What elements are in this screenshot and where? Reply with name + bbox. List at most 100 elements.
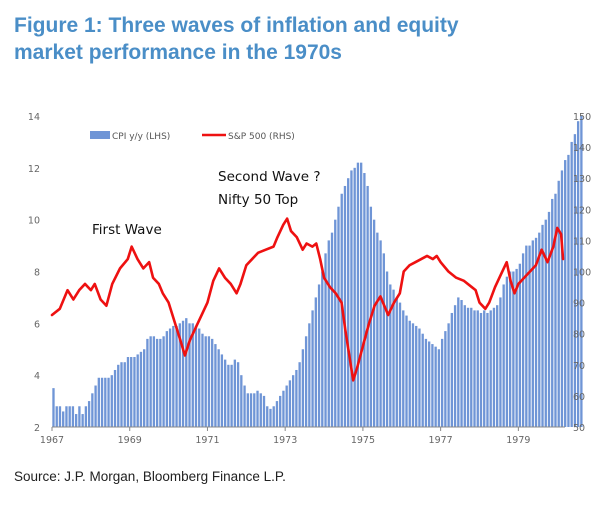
cpi-bar: [330, 232, 334, 428]
cpi-bar: [359, 162, 363, 427]
cpi-bar: [466, 307, 470, 427]
y-right-tick-label: 80: [573, 330, 585, 341]
cpi-bar: [356, 162, 360, 427]
y-right-tick-label: 90: [573, 299, 585, 310]
cpi-bar: [486, 312, 489, 427]
cpi-bar: [139, 351, 143, 427]
cpi-bar: [188, 323, 191, 427]
cpi-bar: [87, 401, 91, 427]
cpi-bar: [214, 344, 217, 427]
cpi-bar: [279, 395, 282, 427]
cpi-bar: [198, 328, 201, 427]
y-right-tick-label: 130: [573, 174, 591, 185]
cpi-bar: [551, 198, 554, 427]
cpi-bar: [327, 240, 330, 427]
cpi-bar: [437, 349, 441, 427]
cpi-bar: [253, 393, 256, 427]
cpi-bar: [528, 245, 531, 427]
cpi-bar: [155, 338, 159, 427]
cpi-bar: [353, 167, 356, 427]
cpi-bar: [117, 364, 120, 427]
cpi-bar: [201, 333, 204, 427]
cpi-bar: [295, 369, 298, 427]
cpi-bar: [496, 305, 499, 427]
cpi-bar: [168, 328, 172, 427]
cpi-bar: [285, 385, 288, 427]
cpi-bar: [444, 331, 447, 427]
cpi-bar: [159, 338, 162, 427]
cpi-bar: [191, 323, 194, 427]
cpi-bar: [512, 271, 515, 427]
cpi-bar: [321, 271, 324, 427]
cpi-bar: [372, 219, 376, 427]
cpi-bar: [580, 116, 583, 427]
cpi-bar: [567, 154, 570, 428]
bars-layer: [52, 116, 583, 428]
cpi-bar: [570, 141, 573, 428]
y-left-tick-label: 12: [28, 164, 40, 175]
cpi-bar: [262, 395, 266, 427]
cpi-bar: [172, 325, 175, 427]
cpi-bar: [74, 414, 78, 427]
chart-title-line-1: Figure 1: Three waves of inflation and e…: [14, 14, 459, 37]
y-right-tick-label: 70: [573, 361, 585, 372]
cpi-bar: [275, 401, 279, 427]
x-tick-label: 1971: [195, 435, 219, 446]
cpi-bar: [204, 336, 207, 427]
y-right-tick-label: 120: [573, 205, 591, 216]
cpi-bar: [152, 336, 156, 427]
cpi-bar: [317, 284, 321, 427]
y-left-tick-label: 10: [28, 216, 40, 227]
cpi-bar: [560, 170, 564, 428]
cpi-bar: [185, 318, 188, 427]
x-tick-label: 1979: [506, 435, 530, 446]
x-tick-label: 1977: [429, 435, 453, 446]
cpi-bar: [476, 310, 479, 428]
legend: CPI y/y (LHS) S&P 500 (RHS): [90, 131, 295, 142]
cpi-bar: [576, 121, 580, 428]
cpi-bar: [249, 393, 253, 427]
cpi-bar: [447, 323, 450, 427]
cpi-bar: [440, 338, 444, 427]
cpi-bar: [71, 406, 75, 427]
cpi-bar: [288, 380, 292, 427]
cpi-bar: [573, 134, 577, 427]
cpi-bar: [457, 297, 460, 427]
cpi-bar: [243, 385, 246, 427]
y-right-ticks-layer: 50 60 70 80 90 100 110 120 130 140 150: [573, 112, 591, 434]
cpi-bar: [473, 310, 476, 428]
legend-cpi-label: CPI y/y (LHS): [112, 132, 170, 142]
cpi-bar: [434, 346, 437, 427]
cpi-bar: [217, 349, 220, 427]
cpi-bar: [52, 388, 55, 428]
y-right-tick-label: 110: [573, 236, 591, 247]
cpi-bar: [538, 232, 541, 428]
cpi-bar: [100, 377, 104, 427]
cpi-bar: [470, 307, 473, 427]
chart-title: Figure 1: Three waves of inflation and e…: [14, 12, 594, 66]
annotation-first-wave: First Wave: [92, 222, 162, 238]
cpi-bar: [81, 414, 84, 427]
annotation-second-wave: Second Wave ?: [218, 169, 320, 185]
cpi-bar: [146, 338, 149, 427]
cpi-bar: [450, 312, 454, 427]
cpi-bar: [460, 300, 463, 427]
cpi-bar: [479, 312, 483, 427]
cpi-bar: [415, 325, 418, 427]
x-tick-label: 1973: [273, 435, 297, 446]
cpi-bar: [282, 390, 285, 427]
cpi-bar: [428, 341, 431, 427]
cpi-bar: [534, 237, 538, 427]
cpi-bar: [78, 406, 81, 427]
cpi-bar: [505, 276, 509, 427]
cpi-bar: [489, 310, 492, 428]
cpi-bar: [259, 393, 262, 427]
cpi-bar: [133, 357, 136, 427]
cpi-bar: [347, 178, 350, 427]
cpi-bar: [240, 375, 243, 427]
cpi-bar: [418, 328, 421, 427]
cpi-bar: [236, 362, 240, 427]
cpi-bar: [211, 338, 214, 427]
y-right-tick-label: 100: [573, 268, 591, 279]
